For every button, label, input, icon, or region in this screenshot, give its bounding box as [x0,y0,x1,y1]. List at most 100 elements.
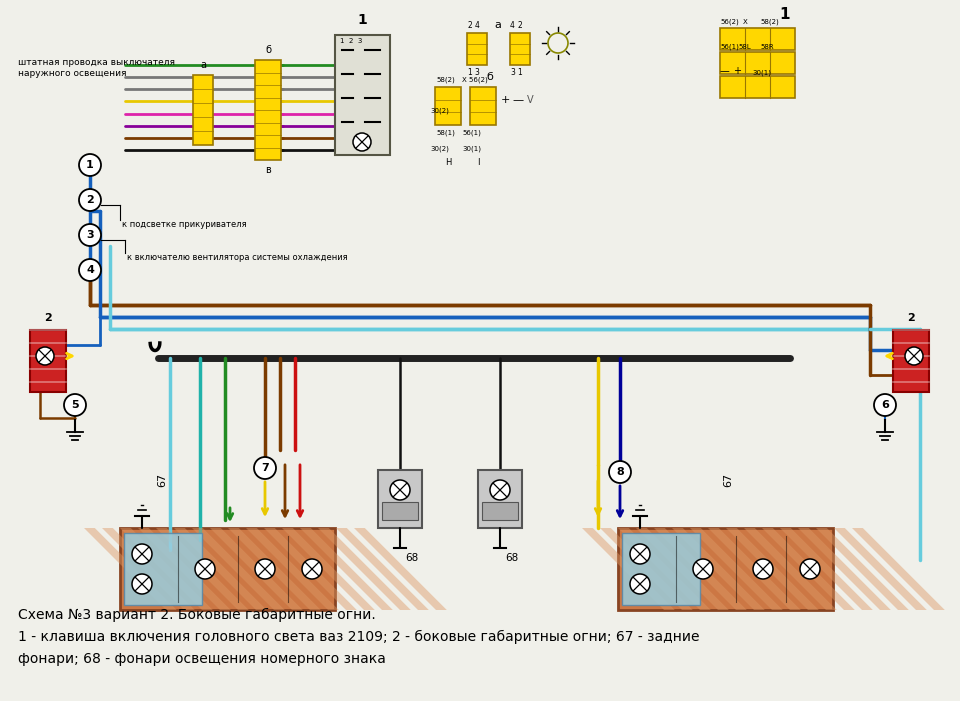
Text: 56(1): 56(1) [720,43,739,50]
Circle shape [390,480,410,500]
Text: X 56(2): X 56(2) [462,76,488,83]
Bar [30,330,66,392]
Text: 3: 3 [510,68,515,77]
Text: штатная проводка выключателя: штатная проводка выключателя [18,58,175,67]
Text: +: + [733,66,741,76]
Circle shape [609,461,631,483]
Text: 1: 1 [467,68,471,77]
Text: 2: 2 [907,313,915,323]
Polygon shape [84,528,177,610]
Bar [382,502,418,520]
Bar [467,33,487,65]
Polygon shape [156,528,249,610]
Circle shape [195,559,215,579]
Polygon shape [336,528,429,610]
Polygon shape [672,528,765,610]
Text: I: I [477,158,479,167]
Bar [893,330,929,392]
Text: 58L: 58L [738,44,752,50]
Polygon shape [834,528,926,610]
Text: 1: 1 [780,7,790,22]
Text: 1  2  3: 1 2 3 [340,38,362,44]
Polygon shape [282,528,374,610]
Text: а: а [494,20,501,30]
Text: б: б [265,45,271,55]
Polygon shape [744,528,837,610]
Text: к включателю вентилятора системы охлаждения: к включателю вентилятора системы охлажде… [127,253,348,262]
Bar [618,528,833,610]
Polygon shape [138,528,230,610]
Polygon shape [210,528,302,610]
Text: 1: 1 [86,160,94,170]
Text: 58(1): 58(1) [436,130,455,137]
Text: —: — [720,66,730,76]
Text: 30(2): 30(2) [430,108,449,114]
Polygon shape [636,528,729,610]
Polygon shape [708,528,801,610]
Text: 30(1): 30(1) [752,69,771,76]
Text: V: V [527,95,534,105]
Bar [720,28,795,50]
Text: 1: 1 [357,13,367,27]
Polygon shape [102,528,195,610]
Text: 67: 67 [157,473,167,487]
Circle shape [353,133,371,151]
Circle shape [905,347,923,365]
Bar [510,33,530,65]
Polygon shape [318,528,411,610]
Text: 67: 67 [723,473,733,487]
Bar [720,76,795,98]
Text: 2: 2 [86,195,94,205]
Text: X: X [743,19,748,25]
Text: 2: 2 [467,21,471,30]
Polygon shape [816,528,909,610]
Circle shape [79,189,101,211]
Text: +: + [500,95,510,105]
Text: а: а [200,60,206,70]
Bar [378,470,422,528]
Polygon shape [174,528,267,610]
Circle shape [132,544,152,564]
Polygon shape [600,528,693,610]
Text: 8: 8 [616,467,624,477]
Text: к подсветке прикуривателя: к подсветке прикуривателя [122,220,247,229]
Polygon shape [264,528,357,610]
Polygon shape [852,528,945,610]
Polygon shape [798,528,891,610]
Text: наружного освещения: наружного освещения [18,69,127,78]
Polygon shape [246,528,339,610]
Polygon shape [726,528,819,610]
Polygon shape [780,528,873,610]
Circle shape [753,559,773,579]
Text: 58(2): 58(2) [436,76,455,83]
Text: 68: 68 [505,553,518,563]
Polygon shape [120,528,213,610]
Text: 2: 2 [44,313,52,323]
Polygon shape [618,528,710,610]
Text: 56(2): 56(2) [720,18,739,25]
Circle shape [630,544,650,564]
Text: 30(1): 30(1) [462,145,481,151]
Circle shape [874,394,896,416]
Circle shape [79,224,101,246]
Text: —: — [513,95,523,105]
Bar [622,533,700,605]
Circle shape [255,559,275,579]
Polygon shape [690,528,782,610]
Text: 4: 4 [510,21,515,30]
Polygon shape [228,528,321,610]
Polygon shape [300,528,393,610]
Polygon shape [582,528,675,610]
Text: 58R: 58R [760,44,774,50]
Text: 4: 4 [86,265,94,275]
Text: 58(2): 58(2) [760,18,779,25]
Bar [720,52,795,74]
Bar [435,87,461,125]
Polygon shape [762,528,854,610]
Bar [470,87,496,125]
Circle shape [490,480,510,500]
Circle shape [79,259,101,281]
Text: H: H [444,158,451,167]
Text: 4: 4 [474,21,479,30]
Text: в: в [265,165,271,175]
